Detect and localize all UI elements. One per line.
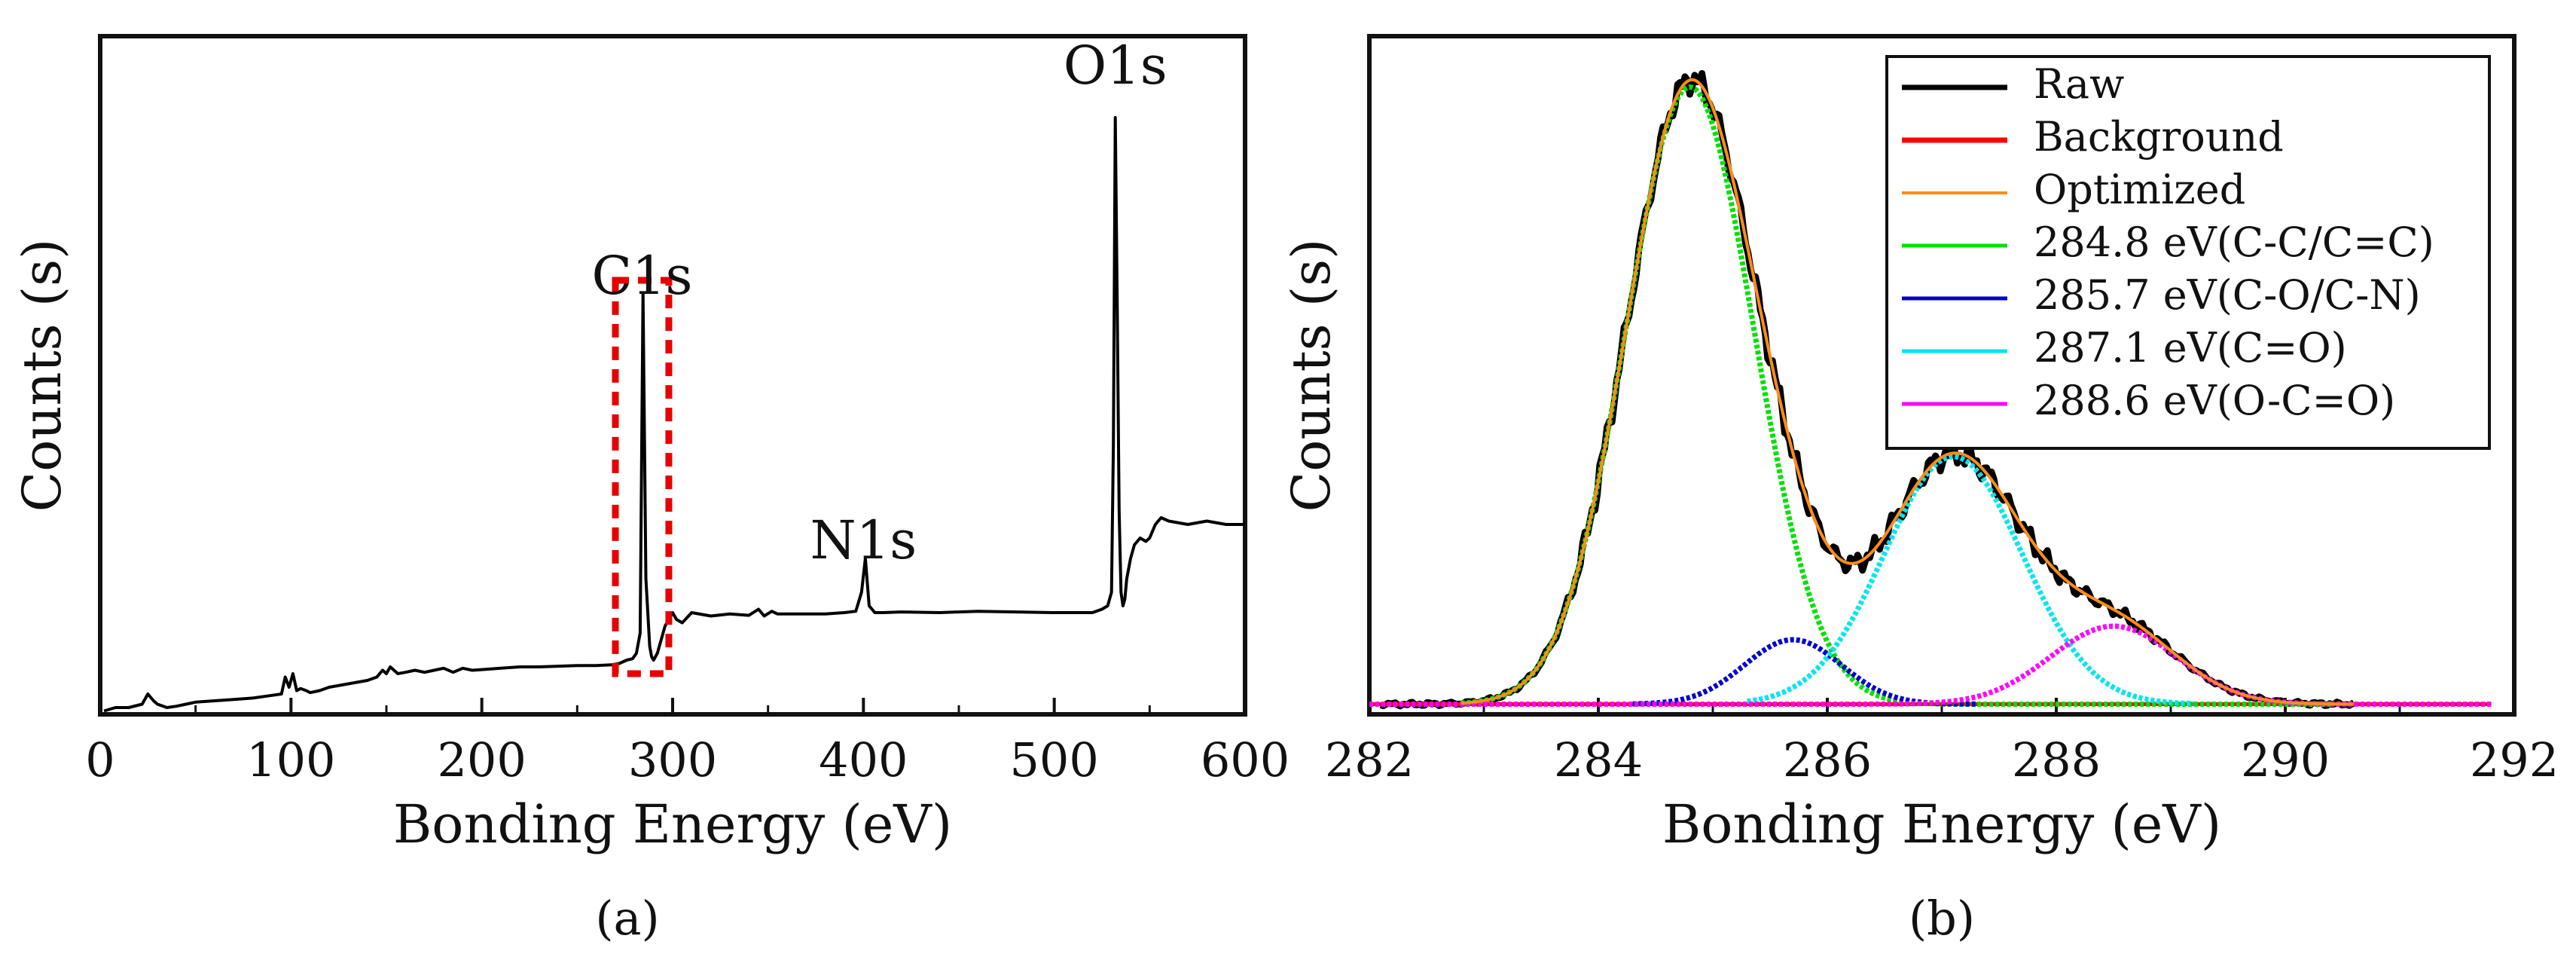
c1s-x-tick-label: 292 bbox=[2470, 732, 2559, 787]
panel-label-b: (b) bbox=[1909, 891, 1975, 946]
component-c-o-curve bbox=[1631, 637, 1978, 707]
legend-item-label: Raw bbox=[2034, 60, 2124, 108]
survey-x-ticks bbox=[99, 698, 1247, 714]
survey-x-tick-labels: 0 100 200 300 400 500 600 bbox=[85, 732, 1290, 787]
legend-frame bbox=[1885, 55, 2491, 450]
c1s-highlight-box bbox=[612, 277, 673, 677]
panel-label-a: (a) bbox=[595, 891, 659, 946]
survey-x-tick-label: 200 bbox=[437, 732, 526, 787]
peak-label-c1s: C1s bbox=[591, 245, 692, 307]
c1s-x-tick-label: 282 bbox=[1325, 732, 1414, 787]
c1s-y-axis-title: Counts (s) bbox=[1280, 239, 1342, 512]
component-c-eq-o-curve bbox=[1745, 454, 2196, 707]
c1s-legend: Raw Background Optimized 284.8 eV(C-C/C=C) 2… bbox=[1885, 55, 2491, 450]
optimized-curve bbox=[1460, 78, 2355, 706]
survey-y-axis-title: Counts (s) bbox=[11, 239, 73, 512]
legend-item-label: 285.7 eV(C-O/C-N) bbox=[2034, 271, 2421, 319]
legend-item-label: 287.1 eV(C=O) bbox=[2034, 324, 2347, 371]
c1s-x-tick-label: 288 bbox=[2012, 732, 2101, 787]
survey-peak-labels: C1s N1s O1s bbox=[591, 35, 1167, 571]
survey-x-tick-label: 400 bbox=[819, 732, 908, 787]
survey-x-tick-label: 500 bbox=[1009, 732, 1098, 787]
component-c-c-curve bbox=[1460, 84, 2332, 707]
survey-x-axis-title: Bonding Energy (eV) bbox=[393, 793, 952, 855]
survey-spectrum-line bbox=[103, 116, 1245, 713]
survey-x-tick-label: 600 bbox=[1201, 732, 1290, 787]
survey-x-tick-label: 0 bbox=[85, 732, 114, 787]
survey-x-tick-label: 300 bbox=[628, 732, 717, 787]
c1s-x-tick-label: 284 bbox=[1554, 732, 1643, 787]
peak-label-o1s: O1s bbox=[1064, 35, 1167, 96]
c1s-x-tick-label: 290 bbox=[2241, 732, 2330, 787]
legend-item-label: 288.6 eV(O-C=O) bbox=[2034, 377, 2395, 424]
peak-label-n1s: N1s bbox=[810, 509, 917, 571]
survey-chart: 0 100 200 300 400 500 600 C1s N1s O1s Bonding En… bbox=[11, 34, 1290, 946]
legend-item-label: Optimized bbox=[2034, 166, 2245, 213]
c1s-curves bbox=[1369, 70, 2492, 710]
survey-x-tick-label: 100 bbox=[246, 732, 335, 787]
component-o-c-o-curve bbox=[1369, 623, 2492, 707]
c1s-fit-chart: 282 284 286 288 290 292 Raw Background Optimize… bbox=[1280, 34, 2559, 946]
c1s-x-tick-labels: 282 284 286 288 290 292 bbox=[1325, 732, 2559, 787]
c1s-x-tick-label: 286 bbox=[1783, 732, 1872, 787]
legend-item-label: 284.8 eV(C-C/C=C) bbox=[2034, 219, 2434, 266]
legend-item-label: Background bbox=[2034, 113, 2284, 161]
c1s-x-axis-title: Bonding Energy (eV) bbox=[1662, 793, 2221, 855]
